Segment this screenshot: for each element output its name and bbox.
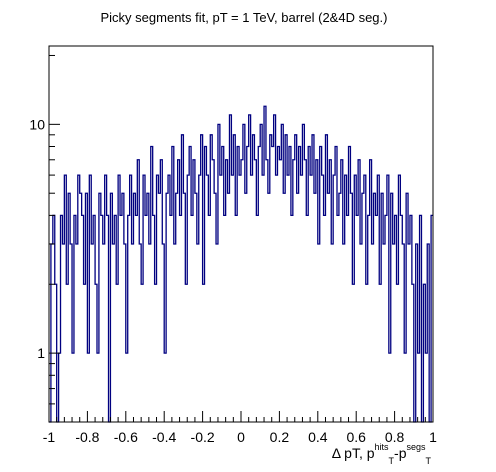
x-tick-label: -0.2 [191, 429, 215, 445]
x-tick-label: 0.2 [270, 429, 290, 445]
x-axis-label: Δ pT, phitsT-psegsT [332, 442, 432, 466]
x-tick-label: 1 [429, 429, 437, 445]
x-tick-label: 0.8 [385, 429, 405, 445]
x-tick-label: -0.6 [114, 429, 138, 445]
plot-area [49, 105, 433, 423]
x-tick-label: -1 [43, 429, 56, 445]
x-tick-label: -0.4 [152, 429, 176, 445]
y-tick-label: 1 [37, 345, 45, 361]
x-tick-label: 0 [237, 429, 245, 445]
x-tick-label: -0.8 [75, 429, 99, 445]
axes: -1 -0.8 -0.6 -0.4 -0.2 0 0.2 0.4 0.6 0.8 1 1 10 [29, 54, 437, 445]
chart-title: Picky segments fit, pT = 1 TeV, barrel (… [101, 10, 388, 25]
plot-frame [48, 45, 434, 423]
y-tick-label: 10 [29, 116, 45, 132]
histogram-series [49, 105, 433, 423]
x-tick-label: 0.6 [346, 429, 366, 445]
x-tick-label: 0.4 [308, 429, 328, 445]
